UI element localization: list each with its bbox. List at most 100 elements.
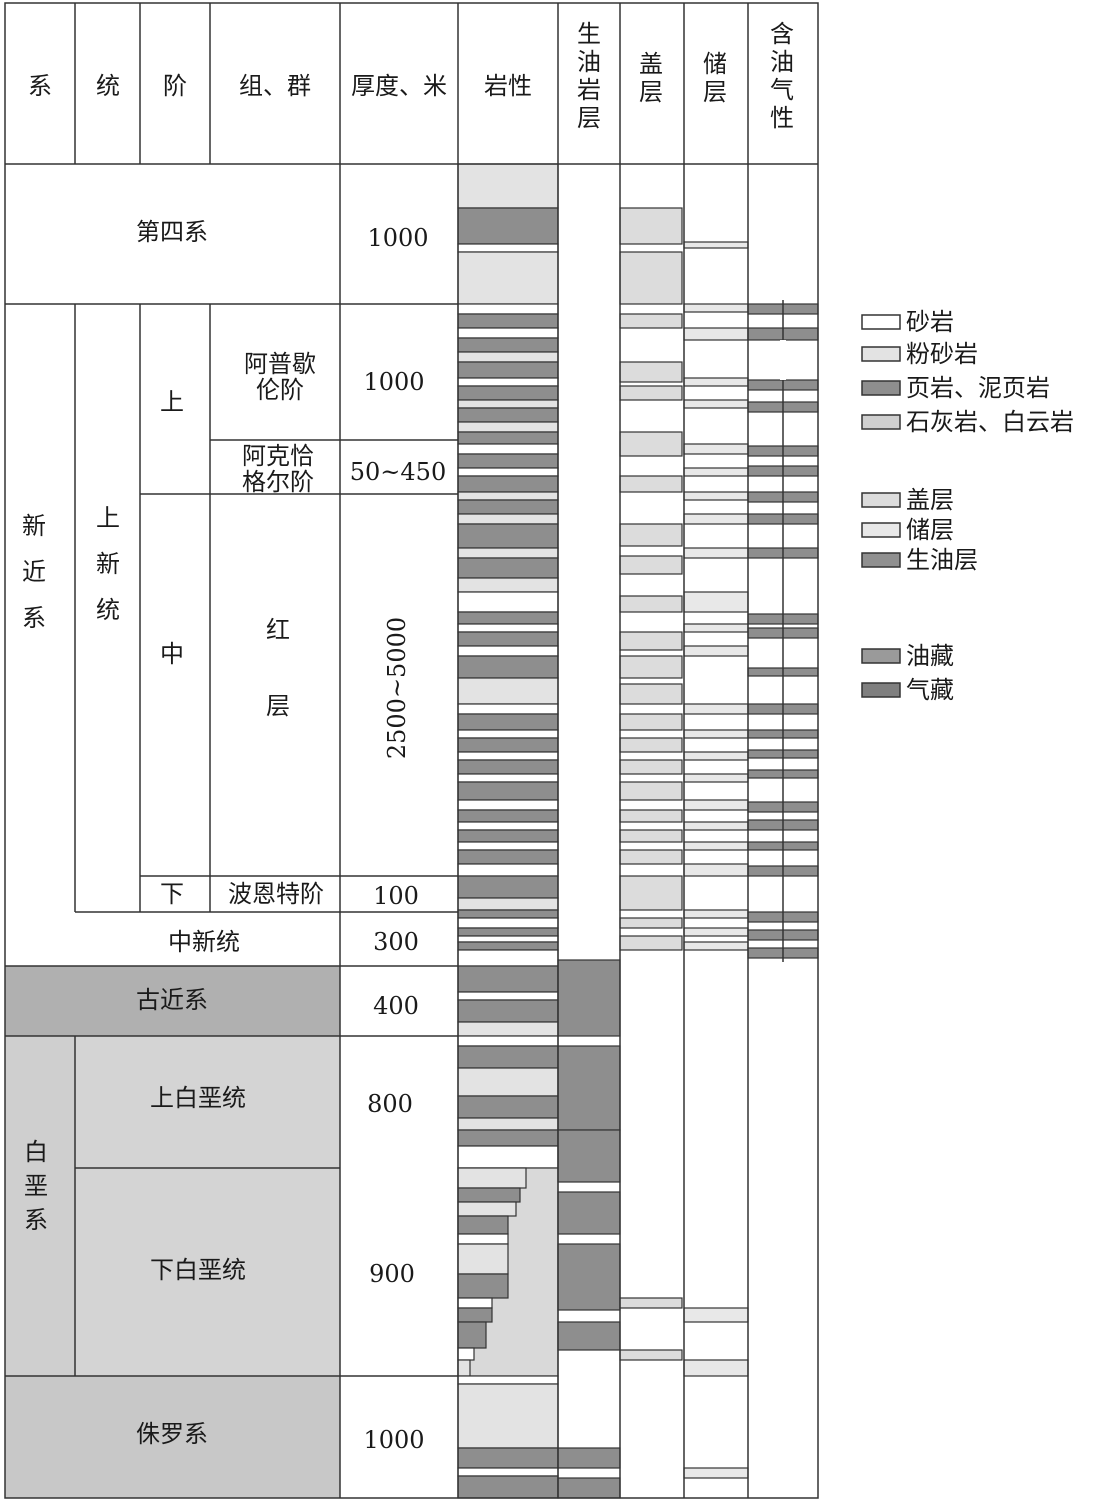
lith-band — [457, 243, 559, 253]
pliocene-series-label: 上新统 — [96, 504, 120, 624]
lith-band — [457, 781, 559, 801]
legend-label: 气藏 — [906, 676, 954, 704]
lith-band — [457, 453, 559, 469]
cap-band — [619, 595, 683, 613]
lith-band — [457, 337, 559, 353]
lith-band — [457, 821, 559, 831]
lith-band — [457, 163, 559, 209]
legend-swatch — [861, 314, 901, 330]
lith-band — [457, 1215, 509, 1235]
legend-swatch — [861, 552, 901, 568]
lith-band — [457, 1167, 527, 1189]
source-band — [557, 1243, 621, 1311]
lith-band — [457, 1359, 471, 1377]
redbeds-thickness: 2500~5000 — [383, 617, 411, 759]
lith-band — [457, 1297, 493, 1309]
legend-label: 粉砂岩 — [906, 340, 978, 368]
quaternary-label: 第四系 — [136, 218, 208, 246]
cap-band — [619, 935, 683, 951]
reservoir-band — [683, 841, 749, 851]
stage-middle: 中 — [160, 640, 184, 668]
header-source-rock: 生油岩层 — [577, 20, 601, 132]
legend-swatch — [861, 492, 901, 508]
lith-band — [457, 577, 559, 593]
lith-band — [457, 303, 559, 315]
cap-band — [619, 361, 683, 383]
cap-band — [619, 555, 683, 575]
lithology-column — [457, 163, 559, 1499]
lith-band — [457, 999, 559, 1023]
lith-band — [457, 703, 559, 715]
header-cap-rock: 盖层 — [639, 50, 663, 106]
legend-swatch — [861, 522, 901, 538]
reservoir-column — [683, 241, 749, 1479]
pontian-label: 波恩特阶 — [228, 880, 324, 908]
lith-band — [457, 421, 559, 433]
pontian-thickness: 100 — [373, 882, 419, 910]
reservoir-band — [683, 513, 749, 525]
lith-band — [457, 655, 559, 679]
reservoir-band — [683, 863, 749, 877]
cap-band — [619, 829, 683, 843]
redbeds-label: 层 — [266, 692, 290, 720]
lith-band — [457, 499, 559, 515]
akchagyl-label: 格尔阶 — [242, 468, 314, 496]
lith-band — [457, 623, 559, 633]
lith-band — [457, 467, 559, 477]
reservoir-band — [683, 821, 749, 831]
lith-band — [457, 677, 559, 705]
jurassic-label: 侏罗系 — [136, 1420, 208, 1448]
quaternary-thickness: 1000 — [367, 224, 428, 252]
cap-band — [619, 917, 683, 929]
reservoir-band — [683, 729, 749, 739]
legend-lithology-item: 页岩、泥页岩 — [861, 374, 1050, 402]
lith-band — [457, 1467, 559, 1477]
source-band — [557, 959, 621, 1037]
lith-band — [457, 841, 559, 851]
apsheron-label: 阿普歇 — [244, 350, 316, 378]
lith-band — [457, 431, 559, 445]
header-reservoir: 储层 — [703, 50, 727, 106]
lith-band — [457, 909, 559, 919]
reservoir-band — [683, 327, 749, 341]
cap-rock-column — [619, 207, 683, 1361]
cap-band — [619, 655, 683, 679]
source-band — [557, 1321, 621, 1351]
akchagyl-label: 阿克恰 — [242, 442, 314, 470]
lith-band — [457, 1201, 517, 1217]
source-band — [557, 1477, 621, 1499]
lith-band — [457, 645, 559, 657]
cap-band — [619, 631, 683, 651]
stage-lower: 下 — [160, 880, 184, 908]
reservoir-band — [683, 1359, 749, 1377]
cap-band — [619, 1297, 683, 1309]
header-system: 系 — [28, 72, 52, 100]
reservoir-band — [683, 467, 749, 477]
cap-band — [619, 849, 683, 865]
legend-layer-item: 储层 — [861, 516, 954, 544]
lith-band — [457, 407, 559, 423]
jurassic-fill — [5, 1376, 340, 1498]
lith-band — [457, 1129, 559, 1147]
cap-band — [619, 875, 683, 911]
lith-band — [457, 1067, 559, 1097]
lith-band — [457, 799, 559, 811]
reservoir-band — [683, 547, 749, 559]
cretaceous-system-label: 白垩系 — [24, 1138, 48, 1234]
lith-band — [457, 361, 559, 379]
oil-gas-mask — [780, 340, 786, 380]
lith-band — [457, 631, 559, 647]
cap-band — [619, 313, 683, 329]
legend-label: 油藏 — [906, 642, 954, 670]
cap-band — [619, 475, 683, 493]
lith-band — [457, 523, 559, 549]
cap-band — [619, 207, 683, 245]
lith-band — [457, 251, 559, 305]
stage-upper: 上 — [160, 388, 184, 416]
lith-band — [457, 829, 559, 843]
lith-band — [457, 1021, 559, 1037]
apsheron-thickness: 1000 — [363, 368, 424, 396]
lith-band — [457, 991, 559, 1001]
legend-lithology-item: 粉砂岩 — [861, 340, 978, 368]
